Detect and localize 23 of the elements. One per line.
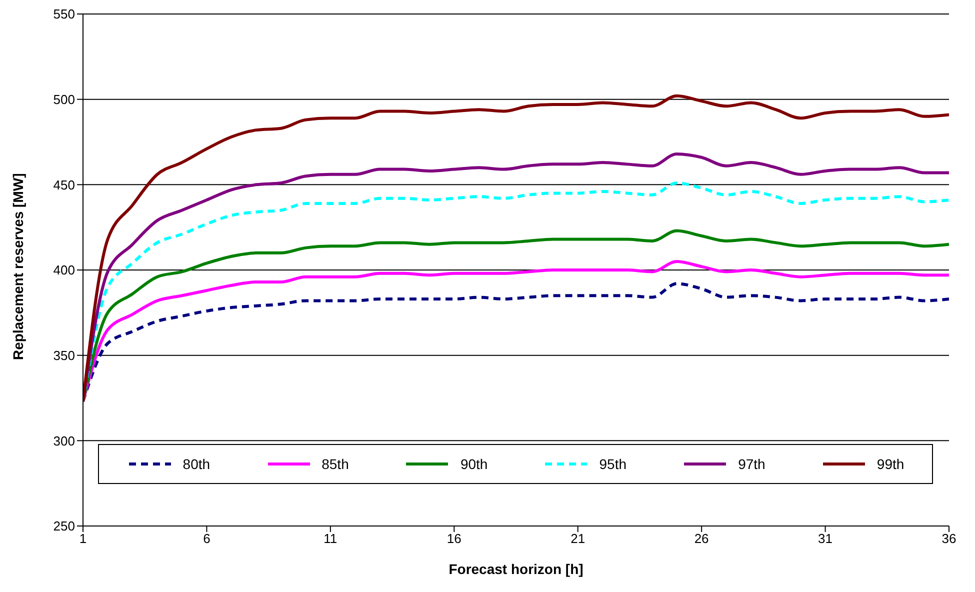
y-tick-label: 250 — [53, 518, 75, 534]
x-tick-label: 16 — [446, 531, 462, 546]
x-tick-label: 21 — [570, 531, 586, 546]
y-tick-label: 450 — [53, 177, 75, 192]
y-tick-label: 500 — [53, 92, 75, 107]
y-tick-label: 350 — [53, 348, 75, 363]
x-axis-title: Forecast horizon [h] — [448, 561, 584, 577]
legend-label: 99th — [876, 456, 904, 472]
legend-label: 90th — [460, 456, 488, 472]
legend-label: 80th — [182, 456, 210, 472]
x-tick-label: 11 — [324, 531, 338, 546]
y-tick-label: 400 — [53, 262, 75, 278]
y-tick-label: 300 — [53, 433, 75, 448]
x-tick-label: 36 — [942, 531, 956, 546]
x-tick-label: 26 — [694, 531, 709, 546]
y-tick-label: 550 — [53, 6, 75, 22]
x-tick-label: 6 — [203, 531, 210, 546]
legend-label: 97th — [738, 456, 766, 472]
x-tick-label: 1 — [79, 531, 87, 546]
legend-label: 95th — [599, 456, 627, 472]
y-axis-title: Replacement reserves [MW] — [10, 173, 26, 360]
legend-label: 85th — [322, 456, 349, 472]
x-tick-label: 31 — [818, 531, 833, 546]
